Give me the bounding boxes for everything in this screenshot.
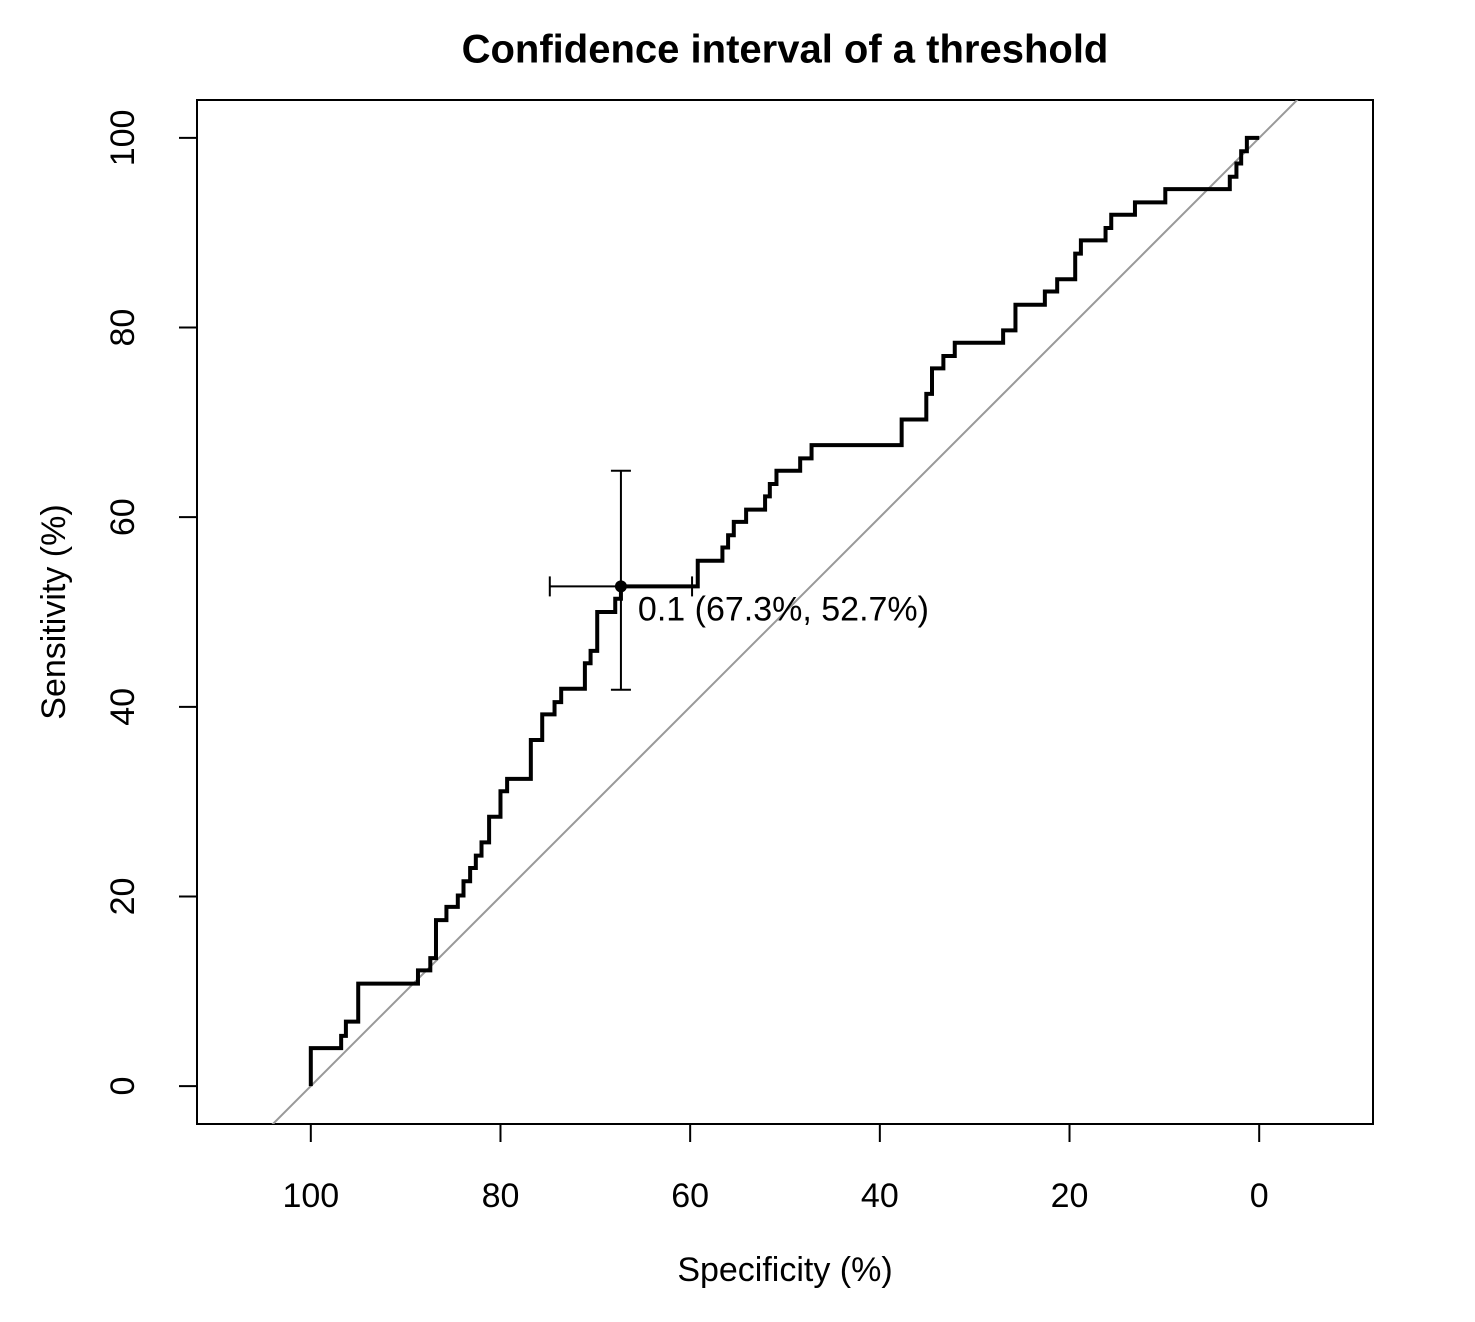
y-tick-label: 20	[104, 878, 142, 916]
x-axis-label: Specificity (%)	[677, 1251, 892, 1289]
plot-area	[271, 100, 1299, 1124]
y-axis-label: Sensitivity (%)	[35, 504, 73, 719]
x-tick-label: 40	[861, 1177, 899, 1215]
y-tick-label: 60	[104, 498, 142, 536]
threshold-label: 0.1 (67.3%, 52.7%)	[638, 590, 929, 628]
diagonal	[271, 100, 1299, 1124]
x-tick-label: 100	[282, 1177, 339, 1215]
plot-frame	[196, 99, 1374, 1125]
x-tick-label: 80	[482, 1177, 520, 1215]
y-tick-label: 40	[104, 688, 142, 726]
x-tick-label: 0	[1250, 1177, 1269, 1215]
y-tick-label: 80	[104, 309, 142, 347]
x-tick-label: 20	[1051, 1177, 1089, 1215]
y-tick-label: 100	[104, 110, 142, 167]
y-tick-label: 0	[104, 1077, 142, 1096]
chart-title: Confidence interval of a threshold	[462, 28, 1109, 72]
roc-curve	[308, 135, 1260, 1087]
threshold-point	[614, 580, 627, 593]
x-tick-label: 60	[671, 1177, 709, 1215]
